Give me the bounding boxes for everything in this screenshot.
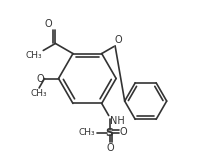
Text: NH: NH — [110, 116, 124, 126]
Text: O: O — [44, 19, 52, 29]
Text: O: O — [115, 35, 122, 45]
Text: S: S — [106, 128, 113, 138]
Text: CH₃: CH₃ — [25, 51, 42, 60]
Text: O: O — [120, 127, 128, 137]
Text: O: O — [36, 73, 44, 84]
Text: CH₃: CH₃ — [79, 128, 95, 137]
Text: O: O — [107, 143, 114, 153]
Text: CH₃: CH₃ — [31, 89, 47, 98]
